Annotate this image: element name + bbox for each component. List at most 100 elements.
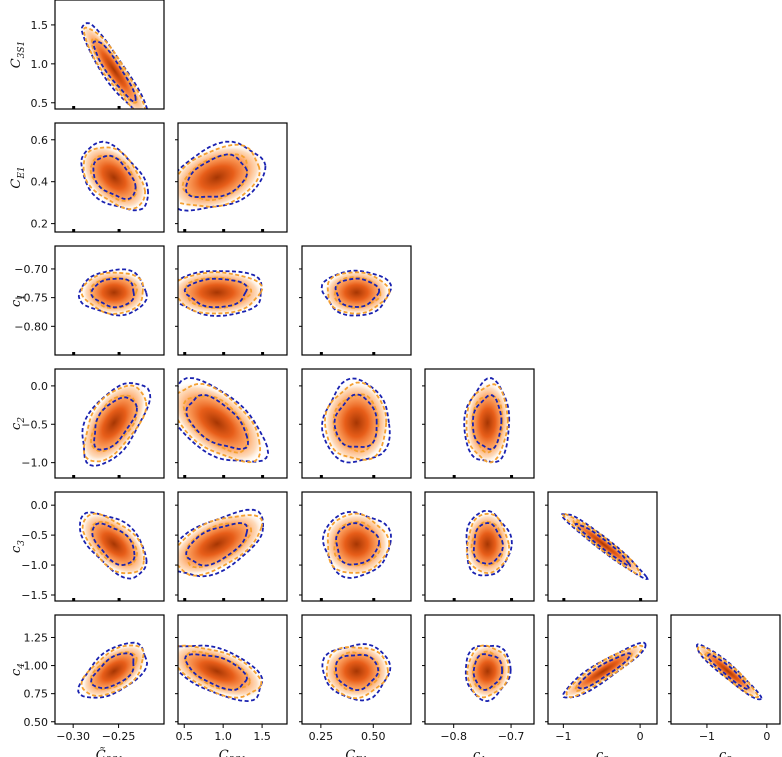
contour-orange (574, 652, 633, 692)
contour-blue (92, 40, 137, 103)
panel-frame (54, 122, 165, 233)
y-tick-label: −1.0 (21, 457, 48, 470)
panel-frame (301, 245, 412, 356)
y-tick-label: 0.0 (31, 499, 49, 512)
contour-orange (185, 276, 253, 309)
x-tick-label: −0.30 (56, 730, 90, 743)
contour-blue (185, 393, 249, 450)
panel-frame (301, 614, 412, 725)
x-tick (117, 598, 121, 601)
contour-blue (321, 643, 392, 702)
panel-2-0: 0.2 0.4 0.6 CE1 (9, 122, 165, 233)
y-tick-label: 0.2 (31, 218, 49, 231)
contour-orange (326, 271, 391, 315)
panel-6-5: −1 0 c3 (668, 614, 781, 757)
contour-orange (82, 384, 148, 463)
x-tick (510, 598, 514, 601)
y-tick-label: 0.6 (31, 134, 49, 147)
density-cloud (562, 512, 644, 576)
contour-blue (335, 522, 381, 566)
panel-frame (424, 368, 535, 479)
contour-orange (82, 26, 146, 109)
x-tick-label: −0.8 (440, 730, 467, 743)
x-tick-label: −0.25 (102, 730, 136, 743)
panel-frame (547, 491, 658, 602)
y-tick-label: −0.5 (21, 418, 48, 431)
contour-blue (334, 653, 380, 692)
contour-orange (80, 271, 145, 315)
density-cloud (178, 382, 264, 464)
panel-frame (177, 245, 288, 356)
panel-4-1 (175, 368, 288, 479)
panel-6-1: 0.5 1.0 1.5 C3S1 (175, 614, 288, 757)
y-tick-label: −1.0 (21, 559, 48, 572)
x-tick (72, 475, 76, 478)
x-tick (117, 352, 121, 355)
contour-blue (334, 277, 381, 308)
y-axis-label: CE1 (9, 166, 27, 188)
x-tick (72, 352, 76, 355)
panel-6-0: 1.25 1.00 0.75 0.50 c4 −0.30 −0.25 C̃3S1 (9, 614, 165, 757)
panel-1-0: 0.5 1.0 1.5 C3S1 (9, 0, 165, 110)
contour-orange (178, 271, 264, 315)
contour-orange (333, 276, 382, 309)
contour-orange (89, 155, 138, 202)
panel-frame (177, 614, 288, 725)
contour-orange (178, 143, 261, 208)
contour-blue (320, 269, 392, 317)
contour-blue (178, 508, 265, 578)
x-tick (452, 475, 456, 478)
contour-blue (90, 652, 135, 689)
panel-3-1 (175, 245, 288, 356)
y-tick-label: −0.80 (14, 320, 48, 333)
y-tick-label: 0.5 (31, 97, 49, 110)
contour-orange (466, 644, 510, 699)
x-tick (562, 598, 566, 601)
x-tick (319, 598, 323, 601)
contour-blue (560, 513, 649, 581)
x-tick (183, 229, 187, 232)
y-tick-label: −0.75 (14, 292, 48, 305)
x-tick (261, 598, 265, 601)
y-tick-label: 0.50 (24, 716, 49, 729)
density-cloud (81, 644, 147, 699)
x-tick (117, 475, 121, 478)
x-tick (222, 475, 226, 478)
density-cloud (562, 644, 644, 699)
x-tick (319, 352, 323, 355)
panel-frame (670, 614, 781, 725)
x-tick (319, 475, 323, 478)
density-cloud (81, 382, 147, 464)
contour-orange (472, 650, 505, 691)
x-tick-label: 0 (637, 730, 644, 743)
contour-blue (695, 643, 763, 701)
y-axis-label: c3 (9, 540, 27, 553)
contour-orange (325, 646, 389, 700)
x-tick-label: −1 (699, 730, 715, 743)
x-tick (222, 352, 226, 355)
contour-orange (562, 512, 642, 576)
y-tick-label: −1.5 (21, 589, 48, 602)
panel-4-3 (422, 368, 535, 479)
contour-blue (184, 153, 249, 199)
x-tick (72, 598, 76, 601)
panel-frame (54, 0, 165, 110)
panel-3-2 (299, 245, 412, 356)
contour-blue (91, 522, 136, 567)
contour-orange (696, 645, 760, 699)
y-tick-label: 1.0 (31, 58, 49, 71)
x-tick (117, 106, 121, 109)
contour-blue (178, 270, 263, 317)
y-tick-label: 1.5 (31, 19, 49, 32)
contour-orange (572, 519, 631, 567)
x-axis-label: c3 (719, 748, 732, 757)
x-tick (261, 352, 265, 355)
contour-orange (178, 644, 263, 699)
y-tick-label: 1.00 (24, 660, 49, 673)
contour-blue (574, 522, 631, 568)
x-tick (72, 106, 76, 109)
panel-frame (177, 368, 288, 479)
x-tick (510, 475, 514, 478)
panel-frame (301, 491, 412, 602)
x-tick (183, 352, 187, 355)
